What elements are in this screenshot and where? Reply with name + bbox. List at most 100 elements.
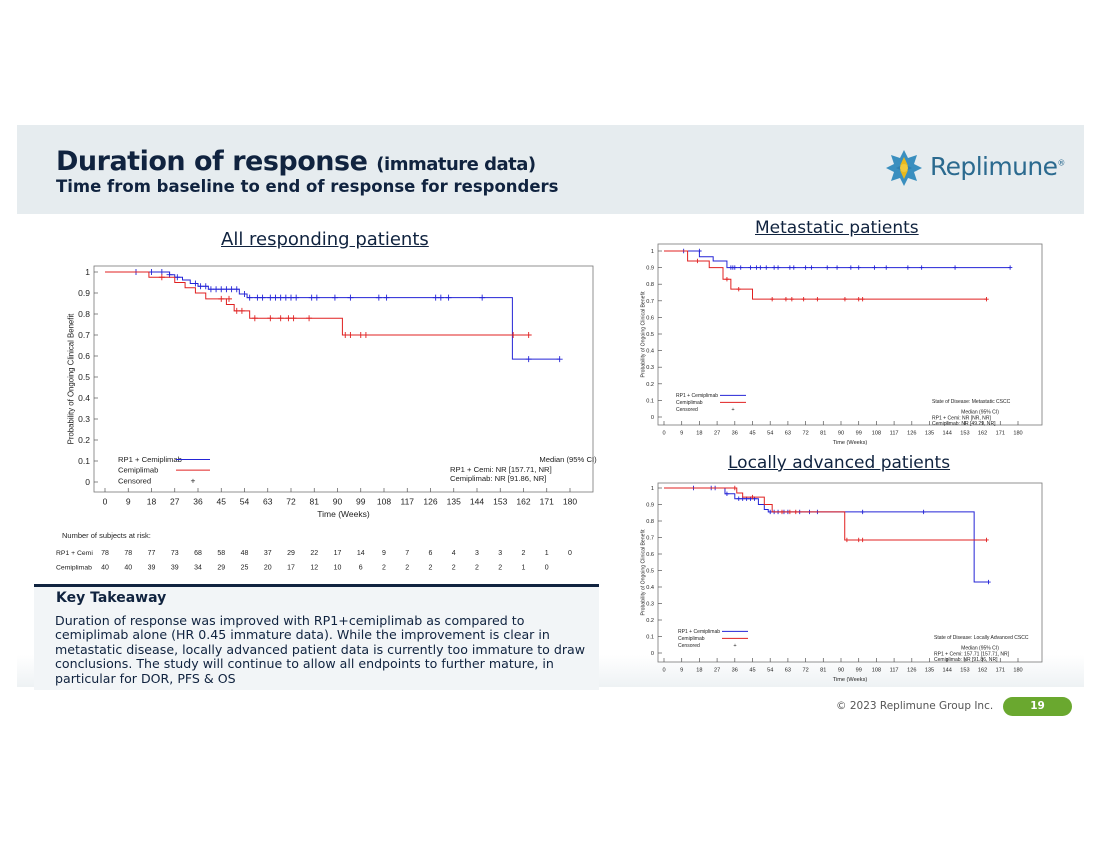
censor-mark-cemi (769, 296, 775, 302)
censor-mark-cemi (860, 296, 865, 302)
censor-mark-cemi (750, 494, 755, 500)
risk-count: 14 (357, 550, 365, 557)
censor-mark-rp1 (905, 265, 911, 270)
censor-mark-rp1 (347, 294, 354, 301)
x-tick-label: 117 (400, 497, 414, 507)
y-tick-label: 1 (651, 249, 654, 255)
censor-mark-cemi (285, 315, 292, 322)
censor-mark-rp1 (228, 286, 235, 293)
risk-count: 3 (475, 550, 479, 557)
censor-mark-rp1 (754, 265, 759, 270)
y-tick-label: 0 (651, 415, 654, 421)
median-cemi: Cemiplimab: NR [49.29, NR] (932, 421, 996, 427)
risk-count: 48 (241, 550, 249, 557)
x-axis-label: Time (Weeks) (317, 509, 370, 519)
key-takeaway-box: Key Takeaway Duration of response was im… (34, 584, 599, 690)
censor-mark-rp1 (277, 294, 284, 301)
x-tick-label: 108 (872, 431, 881, 437)
legend-label: RP1 + Cemiplimab (678, 629, 720, 635)
risk-count: 58 (217, 550, 225, 557)
risk-count: 10 (334, 565, 342, 572)
series-line-cemiplimab (664, 250, 987, 300)
censor-mark-cemi (251, 315, 258, 322)
censor-mark-rp1 (375, 294, 382, 301)
risk-count: 6 (359, 565, 363, 572)
y-tick-label: 0.3 (646, 365, 654, 371)
y-axis-label: Probability of Ongoing Clinical Benefit (641, 291, 647, 378)
censor-mark-cemi (856, 296, 861, 302)
logo-wordmark: Replimune® (930, 152, 1065, 181)
y-tick-label: 0.5 (78, 372, 90, 382)
x-tick-label: 9 (680, 431, 683, 437)
x-tick-label: 126 (907, 668, 916, 674)
y-tick-label: 0.1 (646, 634, 654, 640)
censor-mark-rp1 (764, 265, 769, 270)
censor-mark-cemi (815, 296, 820, 302)
censor-mark-rp1 (432, 294, 439, 301)
median-cemi: Cemiplimab: NR [91.86, NR] (934, 657, 998, 663)
x-axis-label: Time (Weeks) (833, 440, 868, 446)
censor-mark-rp1 (697, 248, 702, 254)
censor-mark-cemi (984, 537, 989, 543)
censor-mark-rp1 (860, 509, 865, 515)
censor-mark-rp1 (308, 294, 315, 301)
risk-count: 68 (194, 550, 202, 557)
x-tick-label: 162 (978, 431, 987, 437)
censor-mark-cemi (233, 307, 240, 314)
x-tick-label: 36 (732, 431, 738, 437)
x-tick-label: 18 (696, 431, 702, 437)
risk-count: 6 (429, 550, 433, 557)
censor-mark-rp1 (383, 294, 390, 301)
x-tick-label: 135 (447, 497, 461, 507)
y-tick-label: 0.8 (646, 519, 654, 525)
censor-mark-cemi (783, 296, 789, 302)
risk-count: 2 (522, 550, 526, 557)
x-tick-label: 27 (714, 668, 720, 674)
y-tick-label: 0.5 (646, 568, 654, 574)
y-tick-label: 1 (651, 486, 654, 492)
x-tick-label: 36 (732, 668, 738, 674)
risk-count: 2 (475, 565, 479, 572)
x-tick-label: 72 (286, 497, 296, 507)
censor-mark-cemi (267, 315, 274, 322)
legend-label: Censored (678, 643, 700, 649)
censor-mark-rp1 (254, 294, 261, 301)
y-tick-label: 0.5 (646, 332, 654, 338)
censor-mark-cemi (342, 332, 349, 338)
y-tick-label: 0.8 (646, 282, 654, 288)
disease-state-label: State of Disease: Metastatic CSCC (932, 399, 1011, 405)
censor-mark-rp1 (724, 491, 730, 496)
censor-mark-rp1 (197, 283, 204, 290)
x-tick-label: 54 (767, 431, 773, 437)
censor-mark-rp1 (556, 356, 563, 363)
risk-count: 78 (101, 550, 109, 557)
censor-mark-rp1 (809, 265, 814, 270)
y-tick-label: 0 (651, 651, 654, 657)
censor-mark-rp1 (803, 265, 808, 270)
censor-mark-cemi (525, 332, 532, 338)
censor-mark-cemi (787, 509, 793, 515)
x-tick-label: 63 (785, 668, 791, 674)
censor-mark-cemi (226, 295, 232, 302)
y-tick-label: 0.3 (78, 414, 90, 424)
x-tick-label: 153 (493, 497, 507, 507)
series-line-rp1-cemiplimab (105, 271, 560, 360)
y-tick-label: 0.9 (646, 502, 654, 508)
series-line-cemiplimab (664, 487, 987, 541)
y-axis-label: Probability of Ongoing Clinical Benefit (641, 529, 647, 616)
legend-censor-symbol: + (733, 643, 736, 649)
y-tick-label: 0.2 (646, 618, 654, 624)
x-tick-label: 72 (802, 668, 808, 674)
risk-count: 2 (452, 565, 456, 572)
x-tick-label: 45 (217, 497, 227, 507)
censor-mark-cemi (793, 509, 798, 515)
risk-count: 7 (405, 550, 409, 557)
x-tick-label: 135 (925, 431, 934, 437)
replimune-logo: Replimune® (884, 148, 1065, 188)
censor-mark-cemi (724, 277, 730, 282)
censor-mark-cemi (510, 332, 517, 338)
x-tick-label: 171 (996, 431, 1005, 437)
censor-mark-rp1 (525, 356, 532, 363)
y-tick-label: 0.4 (646, 585, 654, 591)
x-tick-label: 63 (263, 497, 273, 507)
